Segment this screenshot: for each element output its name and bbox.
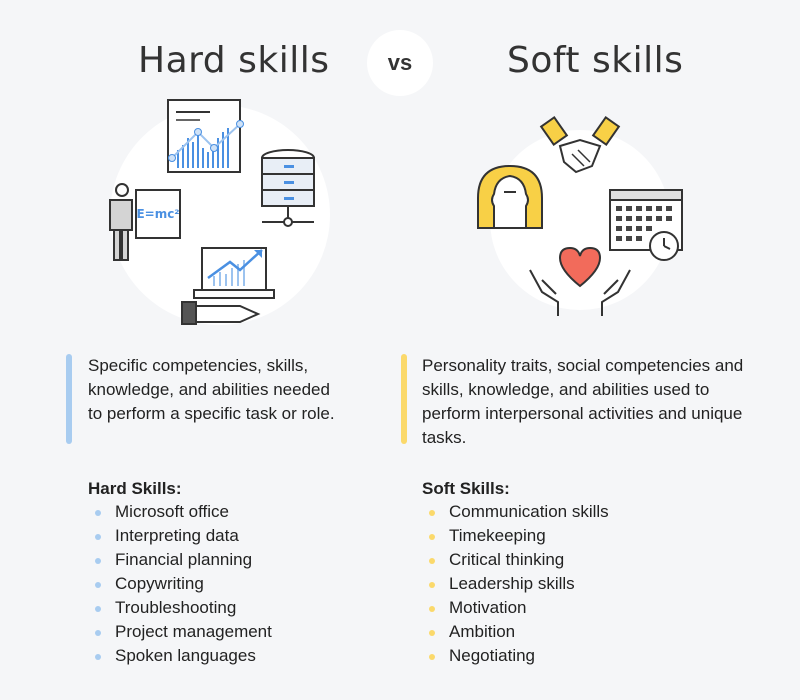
soft-skills-list-heading: Soft Skills: [422,479,510,498]
bullet-icon [95,534,101,540]
list-item-label: Interpreting data [115,526,239,545]
list-item-label: Timekeeping [449,526,546,545]
hard-skills-description: Specific competencies, skills, knowledge… [88,356,335,423]
list-item-label: Project management [115,622,272,641]
list-item: Interpreting data [95,524,272,548]
list-item-label: Copywriting [115,574,204,593]
laptop-growth-icon [181,247,275,325]
bullet-icon [95,654,101,660]
list-item-label: Negotiating [449,646,536,665]
soft-skills-illustration [460,110,700,325]
hard-accent-bar [66,354,72,444]
hard-skills-illustration: E=mc² [90,90,350,340]
list-item: Critical thinking [429,548,609,572]
bullet-icon [429,534,435,540]
list-item-label: Motivation [449,598,527,617]
hard-skills-title: Hard skills [138,40,330,81]
heart-hands-icon [529,246,631,316]
list-item: Ambition [429,620,609,644]
bullet-icon [95,630,101,636]
bullet-icon [95,558,101,564]
line-chart-icon [167,99,244,173]
soft-accent-bar [401,354,407,444]
head-profile-icon [477,164,543,229]
bullet-icon [95,582,101,588]
list-item-label: Spoken languages [115,646,256,665]
list-item: Spoken languages [95,644,272,668]
list-item: Communication skills [429,500,609,524]
bullet-icon [95,510,101,516]
vs-badge: vs [367,30,433,96]
list-item: Project management [95,620,272,644]
bullet-icon [429,558,435,564]
bullet-icon [95,606,101,612]
bullet-icon [429,630,435,636]
soft-skills-title: Soft skills [507,40,684,81]
bullet-icon [429,606,435,612]
list-item: Troubleshooting [95,596,272,620]
list-item: Microsoft office [95,500,272,524]
bullet-icon [429,582,435,588]
handshake-icon [539,116,621,174]
calendar-clock-icon [609,189,683,261]
hard-skills-list-heading: Hard Skills: [88,479,182,498]
bullet-icon [429,654,435,660]
hard-skills-list: Microsoft office Interpreting data Finan… [95,500,272,668]
list-item: Motivation [429,596,609,620]
database-icon [261,149,315,227]
vs-label: vs [387,50,413,75]
list-item: Timekeeping [429,524,609,548]
list-item-label: Communication skills [449,502,609,521]
list-item: Copywriting [95,572,272,596]
list-item: Negotiating [429,644,609,668]
board-equation: E=mc² [136,207,179,221]
list-item-label: Financial planning [115,550,253,569]
list-item-label: Microsoft office [115,502,230,521]
teacher-board-icon: E=mc² [109,183,181,261]
list-item-label: Leadership skills [449,574,575,593]
bullet-icon [429,510,435,516]
soft-skills-description: Personality traits, social competencies … [422,356,744,447]
list-item: Leadership skills [429,572,609,596]
list-item-label: Critical thinking [449,550,565,569]
list-item-label: Ambition [449,622,516,641]
soft-skills-list: Communication skills Timekeeping Critica… [429,500,609,668]
list-item-label: Troubleshooting [115,598,237,617]
list-item: Financial planning [95,548,272,572]
